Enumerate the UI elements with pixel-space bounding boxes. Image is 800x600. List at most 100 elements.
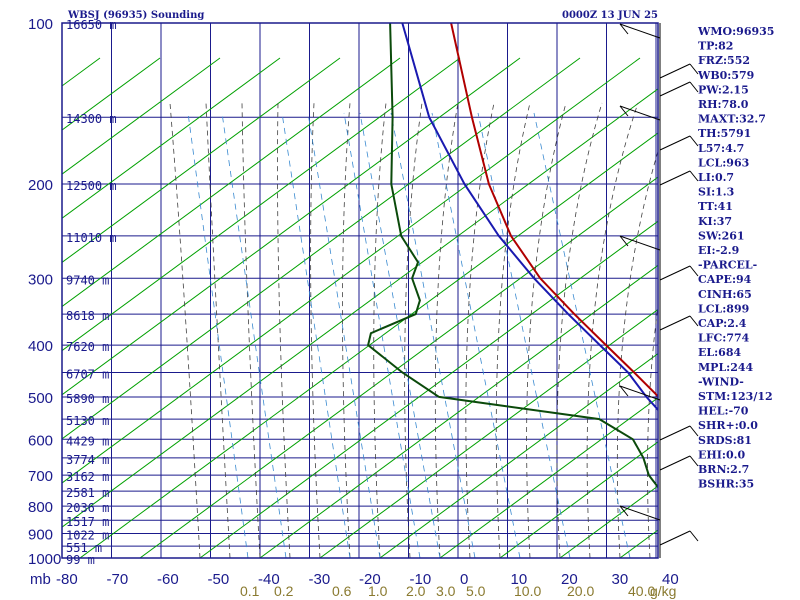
mixing-ratio-line <box>359 112 441 558</box>
mixing-ratio-line <box>307 112 381 558</box>
wind-barb <box>619 105 661 121</box>
mixing-ratio-unit-label: g/kg <box>650 583 676 599</box>
moist-adiabat-line <box>495 102 531 558</box>
wind-barb <box>659 135 691 151</box>
dry-adiabat-line <box>319 308 658 558</box>
index-value: LCL:899 <box>698 302 749 315</box>
index-value: SHR+:0.0 <box>698 419 758 432</box>
wind-barb <box>659 315 691 331</box>
height-tick-label: 551 m <box>66 541 102 555</box>
index-value: EI:-2.9 <box>698 244 739 257</box>
index-value: CAPE:94 <box>698 273 752 286</box>
dewpoint-trace <box>366 23 658 489</box>
dry-adiabat-line <box>62 57 341 264</box>
pressure-unit-label: mb <box>30 571 51 588</box>
wind-barb <box>659 265 691 281</box>
index-value: PW:2.15 <box>698 83 749 96</box>
mixing-ratio-line <box>187 112 249 558</box>
wind-barb-flag <box>689 455 699 467</box>
moist-adiabat-line <box>310 102 321 558</box>
index-value: L57:4.7 <box>698 142 744 155</box>
moist-adiabat-line <box>616 150 658 558</box>
index-value: TH:5791 <box>698 127 751 140</box>
height-tick-label: 3774 m <box>66 453 109 467</box>
moist-adiabat-line <box>434 102 459 558</box>
pressure-tick-label: 500 <box>28 390 53 407</box>
wind-barb-flag <box>689 170 699 182</box>
index-value: -PARCEL- <box>698 259 757 272</box>
height-tick-label: 7620 m <box>66 340 109 354</box>
wind-barb <box>659 530 691 546</box>
height-tick-label: 5890 m <box>66 392 109 406</box>
mixing-ratio-line <box>343 112 421 558</box>
height-tick-label: 11010 m <box>66 231 117 245</box>
index-value: STM:123/12 <box>698 390 773 403</box>
index-value: SW:261 <box>698 229 745 242</box>
height-tick-label: 16650 m <box>66 18 117 32</box>
dry-adiabat-line <box>199 220 658 558</box>
index-value: HEL:-70 <box>698 405 749 418</box>
temperature-tick-label: -60 <box>157 571 179 588</box>
dry-adiabat-line <box>439 397 658 558</box>
pressure-tick-label: 1000 <box>28 551 61 568</box>
moist-adiabat-line <box>373 102 387 558</box>
mixing-ratio-line <box>431 112 521 558</box>
wind-barb <box>619 23 661 39</box>
height-tick-label: 9740 m <box>66 273 109 287</box>
pressure-tick-label: 300 <box>28 271 53 288</box>
temperature-tick-label: 20 <box>561 571 578 588</box>
wind-barb-flag <box>689 81 699 93</box>
height-tick-label: 4429 m <box>66 434 109 448</box>
dry-adiabat-line <box>62 57 461 352</box>
wind-barb-flag <box>619 505 629 517</box>
mixing-ratio-line <box>281 112 351 558</box>
temperature-tick-label: 10 <box>511 571 528 588</box>
height-tick-label: 99 m <box>66 553 95 567</box>
height-tick-label: 2581 m <box>66 486 109 500</box>
temperature-tick-label: -70 <box>107 571 129 588</box>
index-value: CAP:2.4 <box>698 317 747 330</box>
moist-adiabat-line <box>556 102 603 558</box>
index-value: WB0:579 <box>697 69 754 82</box>
height-tick-label: 14300 m <box>66 112 117 126</box>
height-tick-label: 8618 m <box>66 309 109 323</box>
mixing-ratio-line <box>477 112 571 558</box>
index-value: BSHR:35 <box>698 478 754 491</box>
mixing-ratio-line <box>533 112 631 558</box>
wind-barb <box>659 81 691 97</box>
mixing-ratio-tick-label: 3.0 <box>436 583 456 599</box>
index-value: SRDS:81 <box>698 434 752 447</box>
mixing-ratio-line <box>221 112 287 558</box>
moist-adiabat-line <box>342 102 351 558</box>
dry-adiabat-line <box>62 57 281 219</box>
mixing-ratio-tick-label: 2.0 <box>406 583 426 599</box>
moist-adiabat-line <box>526 102 567 558</box>
moist-adiabat-line <box>465 102 495 558</box>
mixing-ratio-tick-label: 20.0 <box>567 583 594 599</box>
height-tick-label: 5130 m <box>66 414 109 428</box>
dry-adiabat-line <box>62 57 221 175</box>
height-tick-label: 1517 m <box>66 515 109 529</box>
index-value: LI:0.7 <box>698 171 734 184</box>
height-tick-label: 3162 m <box>66 470 109 484</box>
wind-barb <box>659 455 691 471</box>
mixing-ratio-tick-label: 1.0 <box>368 583 388 599</box>
moist-adiabat-line <box>277 102 291 558</box>
wind-barb <box>659 170 691 186</box>
wind-barb-flag <box>689 135 699 147</box>
index-value: WMO:96935 <box>697 25 774 38</box>
wind-barb-flag <box>619 235 629 247</box>
temperature-tick-label: -30 <box>309 571 331 588</box>
moist-adiabat-line <box>169 102 201 558</box>
wind-barb-flag <box>689 63 699 75</box>
wind-barb-flag <box>689 265 699 277</box>
dry-adiabat-line <box>259 264 658 558</box>
temperature-tick-label: 40 <box>662 571 679 588</box>
mixing-ratio-tick-label: 0.1 <box>240 583 260 599</box>
index-value: BRN:2.7 <box>698 463 749 476</box>
parcel-trace <box>401 23 658 412</box>
dry-adiabat-line <box>79 132 658 558</box>
wind-barb-flag <box>689 425 699 437</box>
dry-adiabat-line <box>62 88 658 528</box>
